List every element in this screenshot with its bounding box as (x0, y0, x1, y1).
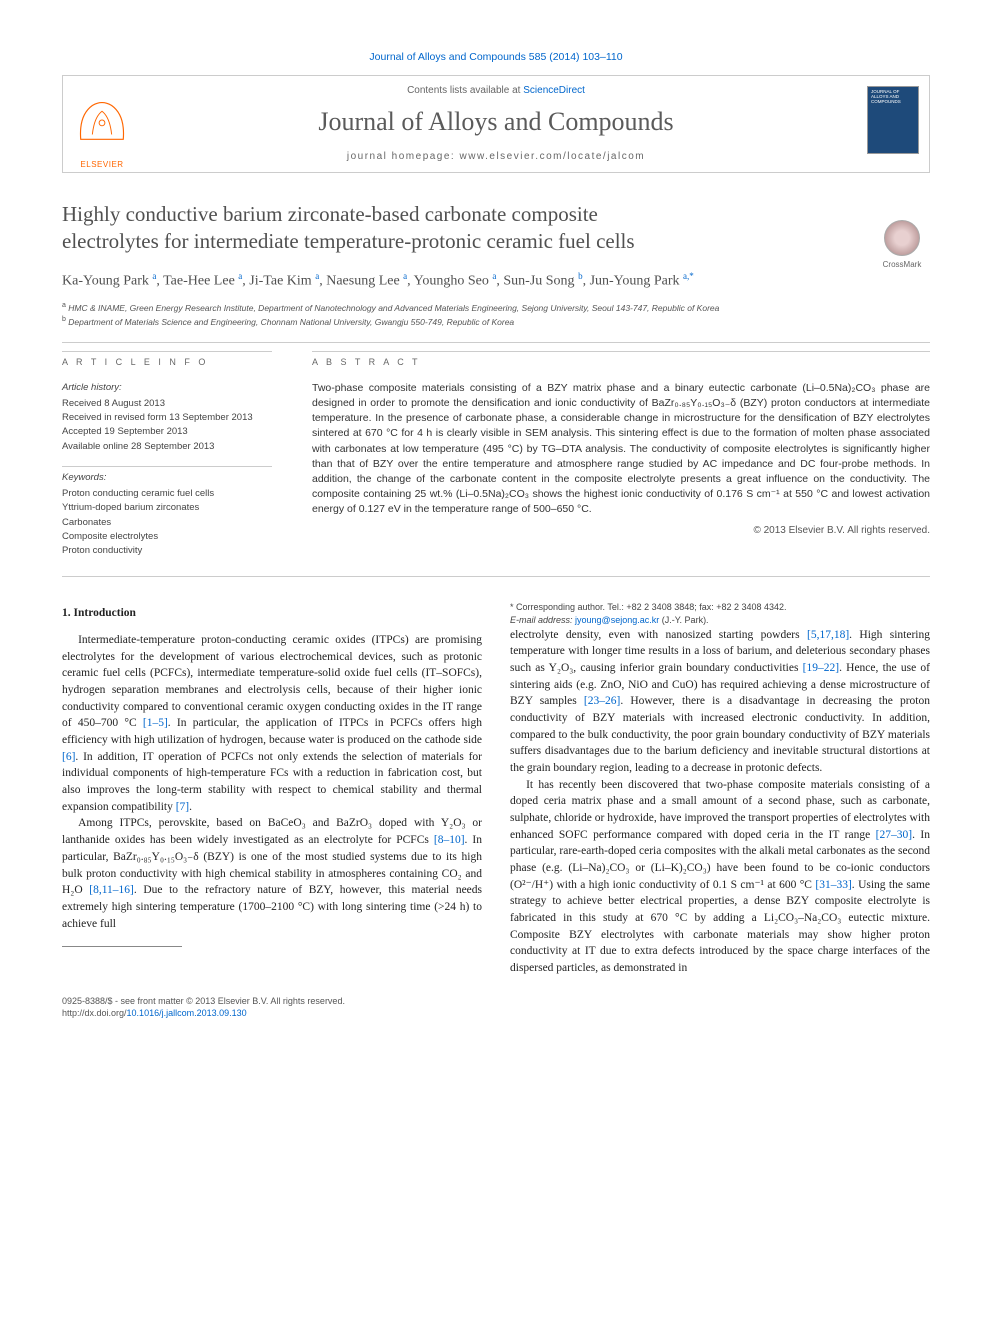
article-title: Highly conductive barium zirconate-based… (62, 201, 930, 256)
keywords-block: Keywords: Proton conducting ceramic fuel… (62, 471, 272, 559)
body-paragraph-2: Among ITPCs, perovskite, based on BaCeO₃… (62, 815, 482, 932)
citation-link[interactable]: [31–33] (815, 879, 851, 891)
abstract-label: A B S T R A C T (312, 356, 930, 369)
keyword-item: Carbonates (62, 516, 272, 530)
footnote-email-suffix: (J.-Y. Park). (659, 615, 708, 625)
citation-link[interactable]: [1–5] (143, 717, 168, 729)
citation-link[interactable]: [8–10] (434, 834, 465, 846)
footer-copyright-line: 0925-8388/$ - see front matter © 2013 El… (62, 996, 345, 1006)
footnote-email-label: E-mail address: (510, 615, 575, 625)
divider (62, 351, 272, 352)
title-line-1: Highly conductive barium zirconate-based… (62, 202, 598, 226)
elsevier-text: ELSEVIER (73, 159, 131, 170)
divider (62, 466, 272, 467)
journal-header-box: ELSEVIER JOURNAL OF ALLOYS AND COMPOUNDS… (62, 75, 930, 173)
section-1-heading: 1. Introduction (62, 605, 482, 622)
history-item: Received in revised form 13 September 20… (62, 411, 272, 425)
cover-thumb-title: JOURNAL OF ALLOYS AND COMPOUNDS (871, 90, 915, 105)
article-history-block: Article history: Received 8 August 2013R… (62, 381, 272, 454)
keyword-item: Proton conductivity (62, 544, 272, 558)
citation-link[interactable]: [6] (62, 751, 75, 763)
keywords-heading: Keywords: (62, 471, 272, 485)
contents-lists-line: Contents lists available at ScienceDirec… (73, 84, 919, 98)
divider (62, 342, 930, 343)
body-paragraph-4: It has recently been discovered that two… (510, 777, 930, 977)
keyword-item: Composite electrolytes (62, 530, 272, 544)
corresponding-email-link[interactable]: jyoung@sejong.ac.kr (575, 615, 659, 625)
article-body: 1. Introduction Intermediate-temperature… (62, 601, 930, 976)
homepage-prefix: journal homepage: (347, 151, 460, 162)
keyword-item: Proton conducting ceramic fuel cells (62, 487, 272, 501)
journal-homepage-line: journal homepage: www.elsevier.com/locat… (73, 150, 919, 164)
article-info-label: A R T I C L E I N F O (62, 356, 272, 369)
article-info-column: A R T I C L E I N F O Article history: R… (62, 347, 272, 558)
sciencedirect-link[interactable]: ScienceDirect (523, 85, 585, 96)
history-item: Available online 28 September 2013 (62, 440, 272, 454)
body-paragraph-1: Intermediate-temperature proton-conducti… (62, 632, 482, 815)
crossmark-label: CrossMark (883, 260, 922, 269)
footer-left: 0925-8388/$ - see front matter © 2013 El… (62, 995, 345, 1020)
affiliation-b: b Department of Materials Science and En… (62, 315, 930, 329)
elsevier-logo: ELSEVIER (73, 88, 131, 152)
footnote-separator (62, 946, 182, 947)
author-list: Ka-Young Park a, Tae-Hee Lee a, Ji-Tae K… (62, 270, 930, 291)
crossmark-badge[interactable]: CrossMark (874, 220, 930, 270)
citation-link[interactable]: [27–30] (876, 829, 912, 841)
history-item: Accepted 19 September 2013 (62, 425, 272, 439)
affiliations: a HMC & INAME, Green Energy Research Ins… (62, 301, 930, 328)
footnote-corr-text: * Corresponding author. Tel.: +82 2 3408… (510, 602, 787, 612)
citation-link[interactable]: [19–22] (803, 662, 839, 674)
doi-link[interactable]: 10.1016/j.jallcom.2013.09.130 (127, 1008, 247, 1018)
journal-name: Journal of Alloys and Compounds (73, 104, 919, 140)
citation-link[interactable]: [7] (176, 801, 189, 813)
keyword-item: Yttrium-doped barium zirconates (62, 501, 272, 515)
citation-link[interactable]: [5,17,18] (807, 629, 849, 641)
contents-prefix: Contents lists available at (407, 85, 523, 96)
affiliation-a: a HMC & INAME, Green Energy Research Ins… (62, 301, 930, 315)
abstract-column: A B S T R A C T Two-phase composite mate… (312, 347, 930, 558)
title-line-2: electrolytes for intermediate temperatur… (62, 229, 635, 253)
history-item: Received 8 August 2013 (62, 397, 272, 411)
corresponding-author-footnote: * Corresponding author. Tel.: +82 2 3408… (510, 601, 930, 626)
top-citation: Journal of Alloys and Compounds 585 (201… (62, 50, 930, 65)
homepage-url[interactable]: www.elsevier.com/locate/jalcom (460, 151, 646, 162)
citation-link[interactable]: [8,11–16] (89, 884, 134, 896)
divider (62, 576, 930, 577)
abstract-copyright: © 2013 Elsevier B.V. All rights reserved… (312, 524, 930, 538)
citation-link[interactable]: [23–26] (584, 695, 620, 707)
journal-cover-thumbnail: JOURNAL OF ALLOYS AND COMPOUNDS (867, 86, 919, 154)
page-footer: 0925-8388/$ - see front matter © 2013 El… (62, 995, 930, 1020)
body-paragraph-3: electrolyte density, even with nanosized… (510, 627, 930, 777)
divider (312, 351, 930, 352)
crossmark-icon (884, 220, 920, 256)
history-heading: Article history: (62, 381, 272, 395)
abstract-text: Two-phase composite materials consisting… (312, 381, 930, 518)
footer-doi-prefix: http://dx.doi.org/ (62, 1008, 127, 1018)
